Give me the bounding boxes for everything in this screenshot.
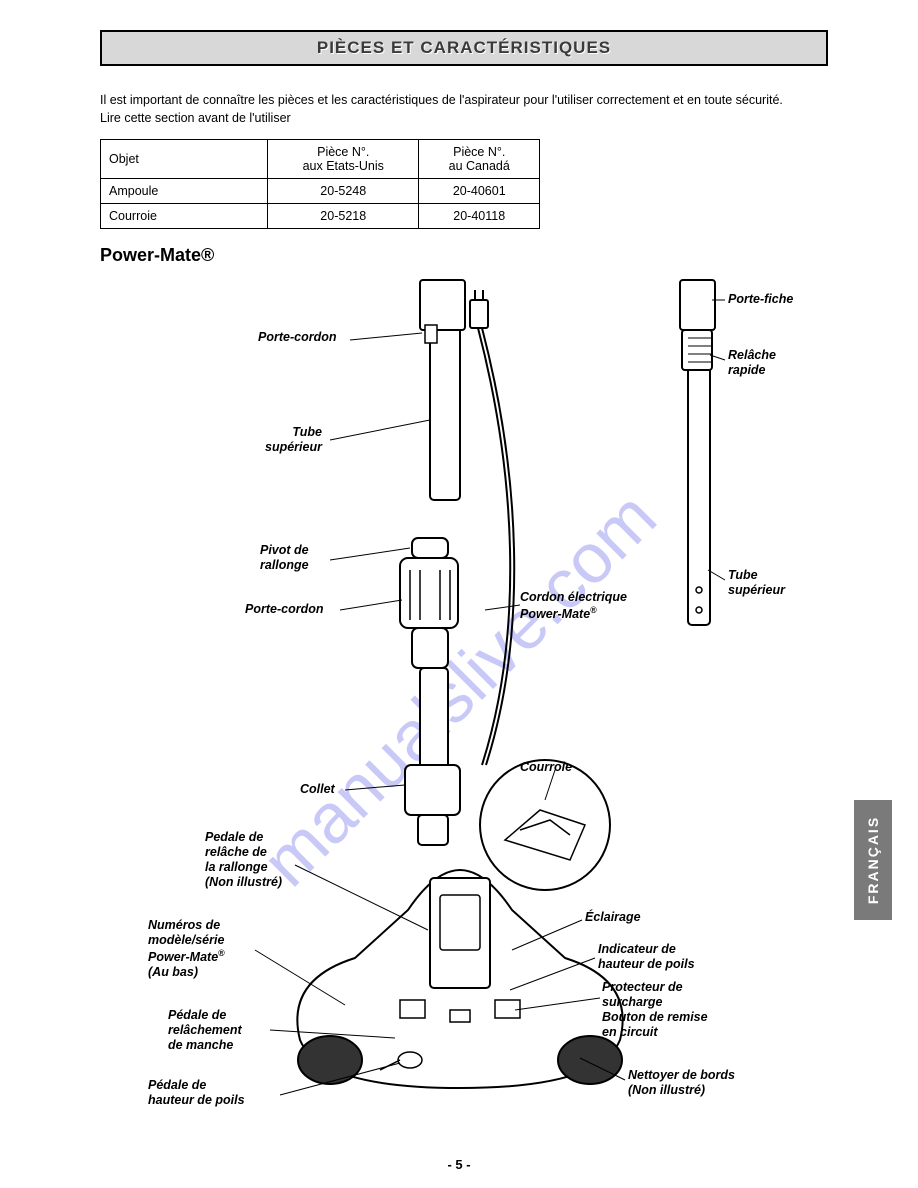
cell-object: Ampoule — [101, 179, 268, 204]
page-title: PIÈCES ET CARACTÉRISTIQUES — [100, 30, 828, 66]
table-row: Ampoule 20-5248 20-40601 — [101, 179, 540, 204]
cell-ca: 20-40601 — [419, 179, 540, 204]
intro-line-2: Lire cette section avant de l'utiliser — [100, 111, 291, 125]
label-pedale-relache-rallonge: Pedale derelâche dela rallonge(Non illus… — [205, 830, 282, 890]
table-row: Courroie 20-5218 20-40118 — [101, 204, 540, 229]
header-object: Objet — [101, 140, 268, 179]
label-cordon-electrique: Cordon électriquePower-Mate® — [520, 590, 627, 622]
label-pivot-rallonge: Pivot derallonge — [260, 543, 309, 573]
cell-object: Courroie — [101, 204, 268, 229]
diagram-area: Porte-cordon Tubesupérieur Pivot derallo… — [100, 270, 820, 1120]
label-nettoyer-bords: Nettoyer de bords(Non illustré) — [628, 1068, 735, 1098]
page-number: - 5 - — [0, 1157, 918, 1172]
table-header-row: Objet Pièce N°. aux Etats-Unis Pièce N°.… — [101, 140, 540, 179]
label-courroie: Courroie — [520, 760, 572, 775]
label-protecteur-surcharge: Protecteur desurchargeBouton de remiseen… — [602, 980, 708, 1040]
header-ca: Pièce N°. au Canadá — [419, 140, 540, 179]
intro-text: Il est important de connaître les pièces… — [100, 92, 828, 127]
label-tube-superieur-right: Tubesupérieur — [728, 568, 785, 598]
header-us: Pièce N°. aux Etats-Unis — [268, 140, 419, 179]
cell-us: 20-5218 — [268, 204, 419, 229]
label-relache-rapide: Relâcherapide — [728, 348, 776, 378]
label-indicateur-hauteur: Indicateur dehauteur de poils — [598, 942, 695, 972]
diagram-svg — [100, 270, 820, 1120]
label-porte-cordon-mid: Porte-cordon — [245, 602, 323, 617]
label-numeros-modele: Numéros demodèle/sériePower-Mate®(Au bas… — [148, 918, 225, 980]
parts-table: Objet Pièce N°. aux Etats-Unis Pièce N°.… — [100, 139, 540, 229]
section-subtitle: Power-Mate® — [100, 245, 828, 266]
label-pedale-hauteur-poils: Pédale dehauteur de poils — [148, 1078, 245, 1108]
cell-us: 20-5248 — [268, 179, 419, 204]
label-porte-fiche: Porte-fiche — [728, 292, 793, 307]
label-eclairage: Éclairage — [585, 910, 641, 925]
cell-ca: 20-40118 — [419, 204, 540, 229]
label-collet: Collet — [300, 782, 335, 797]
label-porte-cordon-top: Porte-cordon — [258, 330, 336, 345]
intro-line-1: Il est important de connaître les pièces… — [100, 93, 783, 107]
label-pedale-relachement-manche: Pédale derelâchementde manche — [168, 1008, 242, 1053]
language-sidebar: FRANÇAIS — [854, 800, 892, 920]
language-label: FRANÇAIS — [865, 816, 881, 904]
label-tube-superieur-left: Tubesupérieur — [265, 425, 322, 455]
